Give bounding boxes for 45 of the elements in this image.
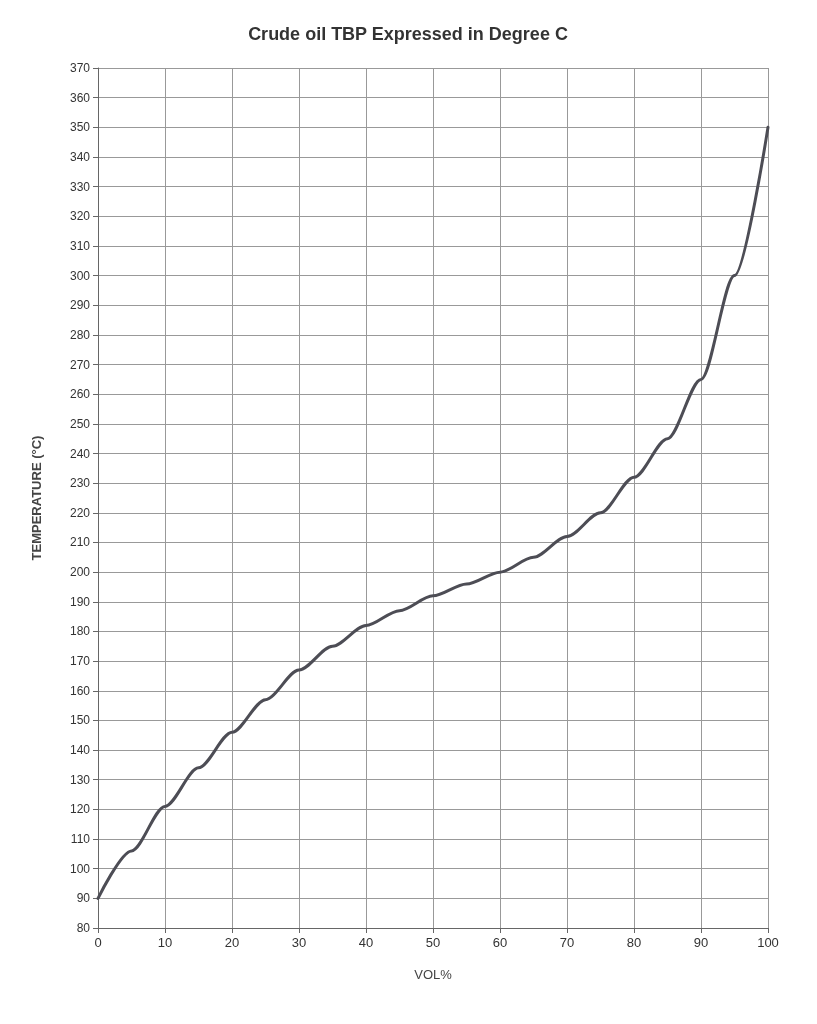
y-tick-label: 110 xyxy=(70,832,91,847)
y-tick-label: 150 xyxy=(69,713,91,728)
y-tick-label: 200 xyxy=(69,565,91,580)
y-tick-label: 290 xyxy=(69,298,91,313)
y-tick-label: 230 xyxy=(69,476,91,491)
x-tick-label: 50 xyxy=(425,935,441,950)
line-series xyxy=(96,125,770,900)
y-tick-label: 220 xyxy=(69,505,91,520)
x-tick-label: 0 xyxy=(94,935,102,950)
y-tick-label: 80 xyxy=(76,921,91,935)
x-tick-label: 60 xyxy=(492,935,508,950)
y-tick-label: 330 xyxy=(69,179,91,194)
y-tick-label: 190 xyxy=(69,594,91,609)
y-tick-label: 310 xyxy=(69,238,91,253)
y-axis-title: TEMPERATURE (°C) xyxy=(29,435,44,561)
y-tick-label: 270 xyxy=(69,357,91,372)
x-tick-label: 70 xyxy=(559,935,575,950)
x-tick-label: 90 xyxy=(693,935,709,950)
y-tick-label: 250 xyxy=(69,416,91,431)
y-tick-label: 360 xyxy=(69,90,91,105)
y-tick-label: 180 xyxy=(69,624,91,639)
y-tick-label: 120 xyxy=(69,802,91,817)
chart-title: Crude oil TBP Expressed in Degree C xyxy=(248,24,568,44)
y-tick-label: 260 xyxy=(69,387,91,402)
y-tick-label: 140 xyxy=(69,743,91,758)
y-tick-label: 320 xyxy=(69,209,91,224)
x-tick-label: 40 xyxy=(358,935,374,950)
y-tick-label: 130 xyxy=(69,772,91,787)
x-tick-label: 20 xyxy=(224,935,240,950)
x-axis-title: VOL% xyxy=(414,967,453,982)
y-tick-label: 280 xyxy=(69,327,91,342)
y-tick-label: 90 xyxy=(76,891,91,906)
x-tick-label: 100 xyxy=(757,935,779,950)
y-tick-label: 100 xyxy=(69,861,91,876)
x-tick-label: 30 xyxy=(291,935,307,950)
y-tick-label: 170 xyxy=(69,654,91,669)
y-tick-label: 350 xyxy=(69,120,91,135)
y-tick-label: 300 xyxy=(69,268,91,283)
x-tick-label: 10 xyxy=(157,935,173,950)
x-tick-label: 80 xyxy=(626,935,642,950)
y-tick-label: 370 xyxy=(69,61,91,75)
y-tick-label: 160 xyxy=(69,683,91,698)
y-tick-label: 240 xyxy=(69,446,91,461)
y-tick-label: 210 xyxy=(69,535,91,550)
y-tick-label: 340 xyxy=(69,149,91,164)
